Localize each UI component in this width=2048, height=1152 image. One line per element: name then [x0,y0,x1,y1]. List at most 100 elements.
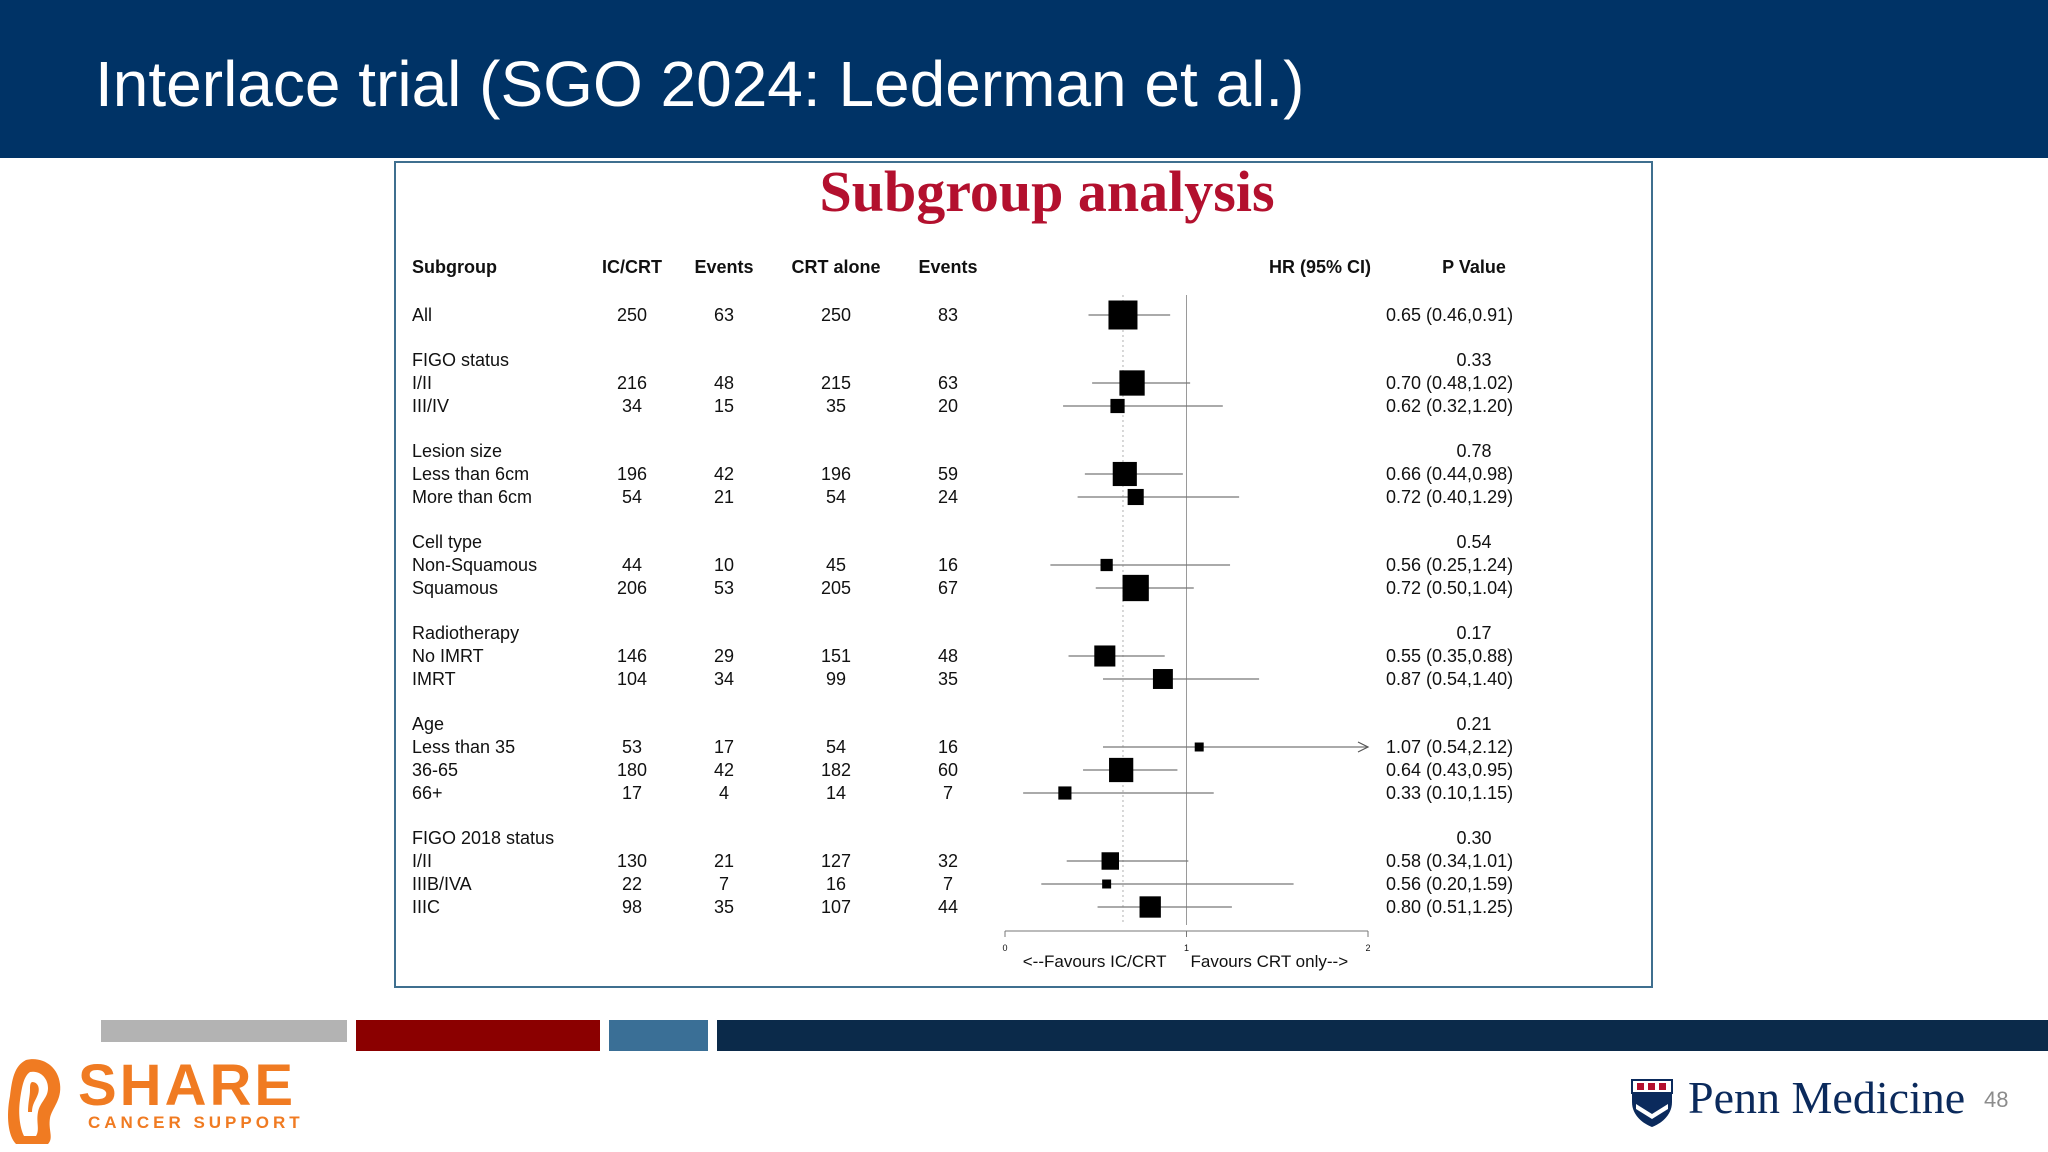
hr-point [1100,558,1113,572]
hr-point [1108,300,1138,330]
subgroup-header-label: Age [412,714,444,734]
x-tick-label: 1 [1184,943,1189,953]
p-value-label: 0.33 [1456,350,1491,370]
subgroup-label: IMRT [412,669,456,689]
header-ic-events: Events [694,257,753,277]
subgroup-label: IIIB/IVA [412,874,472,894]
forest-plot-panel: Subgroup analysis Subgroup IC/CRT Events CRT… [394,161,1653,988]
subgroup-label: 36-65 [412,760,458,780]
p-value-label: 0.54 [1456,532,1491,552]
ic-crt-events: 17 [714,737,734,757]
ic-crt-events: 29 [714,646,734,666]
crt-alone-n: 54 [826,737,846,757]
crt-alone-n: 45 [826,555,846,575]
hr-ci-label: 0.80 (0.51,1.25) [1386,897,1513,917]
crt-alone-events: 7 [943,874,953,894]
hr-point [1102,879,1112,889]
hr-ci-label: 0.55 (0.35,0.88) [1386,646,1513,666]
crt-alone-n: 215 [821,373,851,393]
crt-alone-n: 16 [826,874,846,894]
x-tick-label: 0 [1002,943,1007,953]
ic-crt-n: 206 [617,578,647,598]
subgroup-label: More than 6cm [412,487,532,507]
p-value-label: 0.78 [1456,441,1491,461]
x-axis-label-left: <--Favours IC/CRT [1023,952,1167,971]
crt-alone-n: 107 [821,897,851,917]
subgroup-label: I/II [412,851,432,871]
crt-alone-n: 205 [821,578,851,598]
hr-point [1152,669,1173,689]
p-value-label: 0.30 [1456,828,1491,848]
subgroup-label: No IMRT [412,646,484,666]
ic-crt-n: 34 [622,396,642,416]
subgroup-label: IIIC [412,897,440,917]
crt-alone-events: 83 [938,305,958,325]
hr-point [1119,370,1145,396]
hr-ci-label: 0.56 (0.20,1.59) [1386,874,1513,894]
hr-point [1058,786,1072,800]
crt-alone-n: 250 [821,305,851,325]
crt-alone-events: 44 [938,897,958,917]
crt-alone-events: 32 [938,851,958,871]
hr-point [1109,757,1134,783]
ic-crt-events: 10 [714,555,734,575]
crt-alone-n: 182 [821,760,851,780]
ic-crt-events: 42 [714,464,734,484]
crt-alone-events: 59 [938,464,958,484]
hr-ci-label: 0.56 (0.25,1.24) [1386,555,1513,575]
ic-crt-n: 250 [617,305,647,325]
subgroup-label: I/II [412,373,432,393]
hr-ci-label: 0.64 (0.43,0.95) [1386,760,1513,780]
crt-alone-events: 60 [938,760,958,780]
header-hr: HR (95% CI) [1269,257,1371,277]
ic-crt-n: 54 [622,487,642,507]
ic-crt-n: 17 [622,783,642,803]
x-axis-label-right: Favours CRT only--> [1191,952,1349,971]
crt-alone-events: 16 [938,737,958,757]
subgroup-header-label: Cell type [412,532,482,552]
footer-bar-gray [101,1020,347,1042]
subgroup-label: Squamous [412,578,498,598]
hr-ci-label: 0.72 (0.40,1.29) [1386,487,1513,507]
subgroup-header-label: Radiotherapy [412,623,519,643]
crt-alone-events: 20 [938,396,958,416]
subgroup-label: Less than 6cm [412,464,529,484]
ic-crt-n: 44 [622,555,642,575]
hr-point [1127,488,1144,506]
crt-alone-n: 196 [821,464,851,484]
ic-crt-n: 98 [622,897,642,917]
crt-alone-events: 67 [938,578,958,598]
ic-crt-events: 21 [714,487,734,507]
p-value-label: 0.21 [1456,714,1491,734]
title-bar: Interlace trial (SGO 2024: Lederman et a… [0,0,2048,158]
hr-ci-label: 0.65 (0.46,0.91) [1386,305,1513,325]
hr-ci-label: 0.87 (0.54,1.40) [1386,669,1513,689]
share-logo-mark [8,1059,61,1144]
hr-ci-label: 0.66 (0.44,0.98) [1386,464,1513,484]
hr-ci-label: 0.33 (0.10,1.15) [1386,783,1513,803]
subgroup-header-label: FIGO 2018 status [412,828,554,848]
crt-alone-events: 48 [938,646,958,666]
hr-point [1112,461,1137,487]
ic-crt-n: 146 [617,646,647,666]
forest-plot: Subgroup analysis Subgroup IC/CRT Events CRT… [412,163,1513,971]
footer-bar-blue [609,1020,708,1051]
x-tick-label: 2 [1365,943,1370,953]
header-crt-alone: CRT alone [791,257,880,277]
subgroup-label: Non-Squamous [412,555,537,575]
subgroup-header-label: FIGO status [412,350,509,370]
crt-alone-events: 63 [938,373,958,393]
ic-crt-events: 4 [719,783,729,803]
hr-ci-label: 0.72 (0.50,1.04) [1386,578,1513,598]
header-ic-crt: IC/CRT [602,257,662,277]
crt-alone-events: 16 [938,555,958,575]
crt-alone-n: 54 [826,487,846,507]
penn-medicine-wordmark: Penn Medicine [1688,1072,1966,1123]
ic-crt-n: 130 [617,851,647,871]
header-subgroup: Subgroup [412,257,497,277]
hr-point [1110,398,1125,414]
crt-alone-n: 14 [826,783,846,803]
ic-crt-events: 34 [714,669,734,689]
hr-point [1122,574,1149,602]
crt-alone-n: 151 [821,646,851,666]
